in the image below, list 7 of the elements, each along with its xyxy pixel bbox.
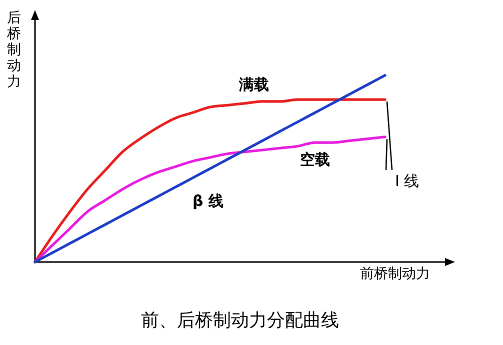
annotation: I 线 bbox=[395, 172, 420, 190]
y-axis-title: 后桥制动力 bbox=[6, 10, 21, 90]
series-label: β 线 bbox=[192, 192, 224, 210]
x-axis-title: 前桥制动力 bbox=[360, 266, 430, 282]
series-label: 满载 bbox=[238, 75, 269, 94]
text: 前、后桥制动力分配曲线 bbox=[141, 310, 339, 331]
series-label: 空载 bbox=[300, 150, 330, 169]
